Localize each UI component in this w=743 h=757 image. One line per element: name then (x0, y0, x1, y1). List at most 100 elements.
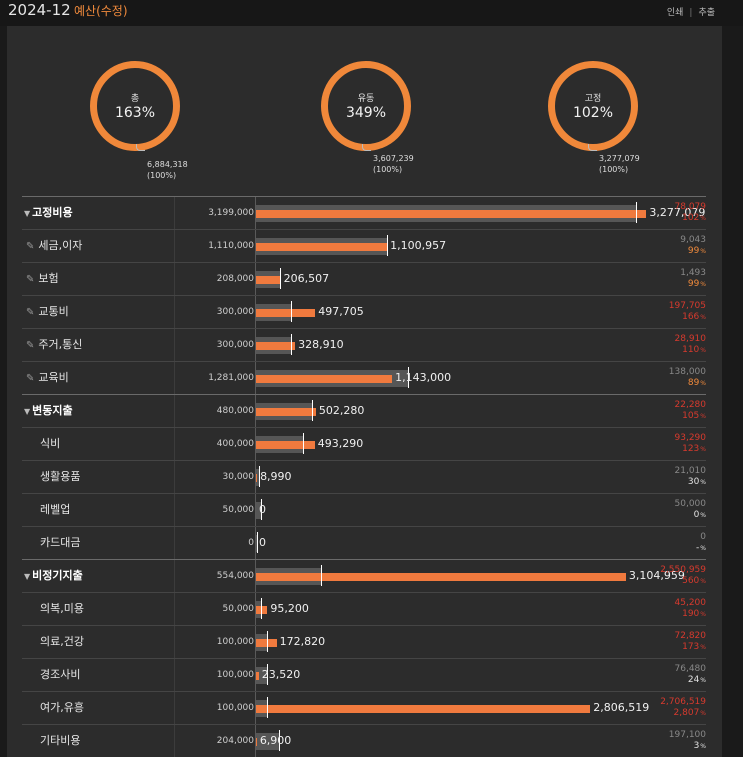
category-label: 여가,유흥 (40, 701, 84, 714)
actual-bar (256, 276, 281, 284)
difference-cell: 1,493 99% (626, 268, 706, 290)
category-name-cell[interactable]: 생활용품 (22, 461, 192, 493)
category-row[interactable]: 기타비용 204,000 6,900 197,100 3% (22, 724, 706, 757)
actual-amount: 502,280 (318, 404, 365, 417)
category-row[interactable]: ✎ 보험 208,000 206,507 1,493 99% (22, 262, 706, 295)
category-name-cell[interactable]: ▼ 변동지출 (22, 395, 176, 427)
category-name-cell[interactable]: ✎ 교통비 (22, 296, 178, 328)
pin-icon[interactable]: ✎ (26, 274, 35, 285)
total-ring-share: (100%) (147, 171, 177, 180)
budget-marker (636, 202, 638, 223)
category-name-cell[interactable]: ✎ 세금,이자 (22, 230, 178, 262)
budget-amount: 400,000 (174, 428, 254, 460)
category-name-cell[interactable]: 레벨업 (22, 494, 192, 526)
category-name-cell[interactable]: 의복,미용 (22, 593, 192, 625)
print-link[interactable]: 인쇄 (666, 8, 684, 18)
difference-cell: 197,100 3% (626, 730, 706, 752)
actual-bar (256, 243, 388, 251)
budget-title[interactable]: 예산(수정) (74, 4, 128, 18)
percent-sign: % (700, 347, 706, 354)
percent-sign: % (700, 611, 706, 618)
usage-percent: 99% (626, 279, 706, 290)
pin-icon[interactable]: ✎ (26, 373, 35, 384)
bar-cell: 0 (255, 527, 661, 559)
category-name-cell[interactable]: 여가,유흥 (22, 692, 192, 724)
difference-cell: 72,820 173% (626, 631, 707, 653)
category-label: 교육비 (38, 371, 69, 384)
category-name-cell[interactable]: ▼ 고정비용 (22, 197, 176, 229)
budget-marker (266, 631, 268, 652)
usage-percent-value: 110 (682, 345, 700, 355)
category-row[interactable]: 생활용품 30,000 8,990 21,010 30% (22, 460, 706, 493)
budget-amount: 1,281,000 (174, 362, 254, 394)
budget-marker (407, 367, 409, 388)
category-label: 레벨업 (40, 503, 71, 516)
usage-percent-value: 105 (682, 411, 700, 421)
category-row[interactable]: 의료,건강 100,000 172,820 72,820 173% (22, 625, 706, 658)
category-label: 기타비용 (40, 734, 81, 747)
difference-amount: 78,079 (674, 202, 707, 212)
actual-amount: 0 (259, 503, 266, 516)
category-row[interactable]: ✎ 교육비 1,281,000 1,143,000 138,000 89% (22, 361, 706, 394)
category-name-cell[interactable]: ✎ 보험 (22, 263, 178, 295)
category-name-cell[interactable]: 식비 (22, 428, 192, 460)
category-row[interactable]: ✎ 세금,이자 1,110,000 1,100,957 9,043 99% (22, 229, 706, 262)
category-row[interactable]: 카드대금 0 0 0 -% (22, 526, 706, 559)
collapse-triangle-icon[interactable]: ▼ (24, 209, 31, 218)
category-name-cell[interactable]: 의료,건강 (22, 626, 192, 658)
pin-icon[interactable]: ✎ (26, 307, 35, 318)
bar-cell: 8,990 (255, 461, 661, 493)
category-name-cell[interactable]: 기타비용 (22, 725, 192, 757)
percent-sign: % (700, 380, 706, 387)
category-row[interactable]: 레벨업 50,000 0 50,000 0% (22, 493, 706, 526)
difference-amount: 1,493 (680, 268, 706, 278)
bar-cell: 3,277,079 (255, 197, 705, 229)
category-group-row[interactable]: ▼ 변동지출 480,000 502,280 22,280 105% (22, 394, 706, 427)
budget-marker (260, 598, 262, 619)
category-row[interactable]: ✎ 주거,통신 300,000 328,910 28,910 110% (22, 328, 706, 361)
category-name-cell[interactable]: ▼ 비정기지출 (22, 560, 176, 592)
difference-amount: 93,290 (674, 433, 707, 443)
usage-percent: 560% (626, 576, 706, 587)
export-link[interactable]: 추출 (698, 8, 715, 18)
budget-amount: 50,000 (174, 593, 254, 625)
budget-amount: 300,000 (174, 296, 254, 328)
difference-amount: 197,705 (668, 301, 706, 311)
category-row[interactable]: 여가,유흥 100,000 2,806,519 2,706,519 2,807% (22, 691, 706, 724)
category-name-cell[interactable]: ✎ 주거,통신 (22, 329, 178, 361)
actual-amount: 206,507 (283, 272, 330, 285)
category-group-row[interactable]: ▼ 비정기지출 554,000 3,104,959 2,550,959 560% (22, 559, 706, 592)
budget-amount: 3,199,000 (174, 197, 254, 229)
category-group-row[interactable]: ▼ 고정비용 3,199,000 3,277,079 78,079 102% (22, 196, 706, 229)
collapse-triangle-icon[interactable]: ▼ (24, 407, 31, 416)
bar-cell: 328,910 (255, 329, 661, 361)
category-name-cell[interactable]: 카드대금 (22, 527, 192, 559)
usage-percent-value: 3 (693, 741, 700, 751)
budget-amount: 100,000 (174, 659, 254, 691)
usage-percent-value: 102 (682, 213, 700, 223)
variable-ring-summary: 3,607,239 (100%) (373, 153, 414, 175)
usage-percent-value: 173 (682, 642, 700, 652)
difference-amount: 72,820 (674, 631, 707, 641)
budget-marker (279, 268, 281, 289)
category-name-cell[interactable]: ✎ 교육비 (22, 362, 178, 394)
budget-amount: 50,000 (174, 494, 254, 526)
category-row[interactable]: 의복,미용 50,000 95,200 45,200 190% (22, 592, 706, 625)
pin-icon[interactable]: ✎ (26, 241, 35, 252)
collapse-triangle-icon[interactable]: ▼ (24, 572, 31, 581)
pin-icon[interactable]: ✎ (26, 340, 35, 351)
category-name-cell[interactable]: 경조사비 (22, 659, 192, 691)
actual-bar (256, 474, 258, 482)
variable-ring: 유동 349% (321, 61, 411, 151)
budget-amount: 100,000 (174, 692, 254, 724)
variable-ring-pointer (362, 144, 371, 151)
bar-cell: 23,520 (255, 659, 661, 691)
category-row[interactable]: ✎ 교통비 300,000 497,705 197,705 166% (22, 295, 706, 328)
category-row[interactable]: 경조사비 100,000 23,520 76,480 24% (22, 658, 706, 691)
difference-cell: 138,000 89% (626, 367, 706, 389)
percent-sign: % (700, 248, 706, 255)
bar-cell: 1,143,000 (255, 362, 661, 394)
total-ring-summary: 6,884,318 (100%) (147, 159, 188, 181)
usage-percent: 173% (626, 642, 706, 653)
category-row[interactable]: 식비 400,000 493,290 93,290 123% (22, 427, 706, 460)
